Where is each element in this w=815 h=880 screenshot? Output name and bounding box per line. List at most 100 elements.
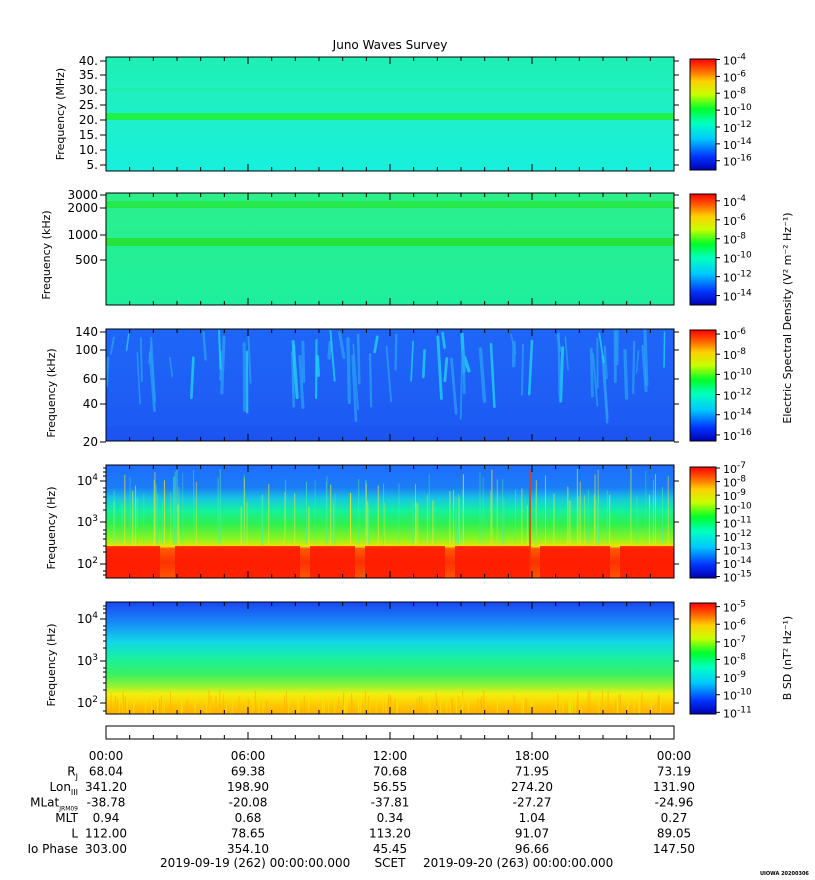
- intense-emission-block: [365, 546, 445, 578]
- radio-burst-streak: [338, 331, 346, 360]
- ephemeris-table: 00:00 06:00 12:00 18:00 00:00 RJ 68.04 69.38 70.…: [27, 749, 695, 856]
- radio-burst-streak: [315, 355, 320, 378]
- radio-burst-streak: [346, 337, 352, 405]
- radio-burst-streak: [623, 348, 629, 400]
- ephemeris-value: -27.27: [513, 796, 552, 810]
- ephemeris-value: 71.95: [515, 765, 549, 779]
- panel-5-colorbar: [689, 602, 717, 715]
- colorbar-tick-label: 10-10: [723, 103, 752, 118]
- time-label: 06:00: [231, 749, 266, 763]
- y-tick-label: 500: [75, 253, 98, 267]
- radio-burst-streak: [327, 340, 332, 360]
- panel-3-colorbar: [689, 329, 717, 442]
- colorbar-tick-label: 10-12: [723, 388, 752, 403]
- colorbar-tick-label: 10-8: [723, 347, 746, 362]
- radio-burst-streak: [641, 344, 648, 393]
- y-tick-label: 40.: [79, 54, 98, 68]
- radio-burst-streak: [291, 340, 299, 400]
- panel-2-ylabel: Frequency (kHz): [40, 210, 53, 299]
- colorbar-tick-label: 10-6: [723, 617, 746, 632]
- panel-1-band: [106, 113, 674, 120]
- panel-5: 104 103 102 Frequency (Hz) 10-5 10-6 10-7 10-…: [45, 600, 794, 721]
- uiowa-stamp: UIOWA 20200306: [760, 871, 809, 877]
- panel-1: 40.35.30.25.20.15.10.5. Frequency (MHz) …: [54, 53, 752, 172]
- colorbar-tick-label: 10-10: [723, 367, 752, 382]
- panel-5-ylabel: Frequency (Hz): [45, 624, 58, 707]
- colorbar-tick-label: 10-14: [723, 556, 752, 571]
- colorbar-tick-label: 10-16: [723, 154, 752, 169]
- ephemeris-value: 70.68: [373, 765, 407, 779]
- radio-burst-streak: [301, 340, 306, 384]
- radio-burst-streak: [352, 343, 359, 411]
- panel-1-x-ticks: [105, 57, 675, 171]
- panel-4-colorbar: [689, 466, 717, 579]
- y-tick-label: 3000: [67, 188, 98, 202]
- radio-burst-streak: [564, 336, 569, 371]
- colorbar-tick-label: 10-7: [723, 461, 746, 476]
- ephemeris-value: 91.07: [515, 827, 549, 841]
- y-tick-label: 1000: [67, 228, 98, 242]
- panel-5-spectrogram: [106, 602, 674, 714]
- ephemeris-value: -37.81: [371, 796, 410, 810]
- radio-burst-streak: [368, 353, 373, 408]
- panel-3: 140 100 60 40 20 Frequency (kHz) 10-6 10-8 10-…: [45, 325, 752, 449]
- time-label: 18:00: [515, 749, 550, 763]
- radio-burst-streak: [148, 351, 156, 412]
- colorbar-tick-label: 10-12: [723, 120, 752, 135]
- y-tick-label: 35.: [79, 68, 98, 82]
- time-label: 00:00: [89, 749, 124, 763]
- radio-burst-streak: [410, 340, 414, 382]
- y-tick-label: 140: [75, 325, 98, 339]
- radio-burst-streak: [247, 335, 252, 384]
- ephemeris-value: 198.90: [227, 780, 269, 794]
- radio-burst-streak: [643, 329, 649, 387]
- y-tick-label: 100: [75, 343, 98, 357]
- radio-burst-streak: [356, 333, 361, 385]
- ephemeris-row-label: MLatJRM09: [30, 796, 78, 813]
- colorbar-tick-label: 10-4: [723, 53, 746, 68]
- radio-burst-streak: [559, 346, 565, 403]
- radio-burst-streak: [603, 345, 608, 380]
- radio-burst-streak: [450, 357, 458, 415]
- radio-burst-streak: [592, 352, 599, 407]
- radio-burst-streak: [136, 352, 141, 405]
- radio-burst-streak: [441, 331, 446, 349]
- y-tick-label: 20: [83, 435, 98, 449]
- colorbar-tick-label: 10-5: [723, 600, 746, 615]
- intense-emission-block: [175, 546, 300, 578]
- time-label: 00:00: [657, 749, 692, 763]
- radio-burst-streak: [556, 333, 562, 352]
- ephemeris-value: 354.10: [227, 842, 269, 856]
- y-tick-label: 2000: [67, 201, 98, 215]
- radio-burst-streak: [520, 343, 525, 396]
- panel-2-band-upper: [106, 201, 674, 208]
- radio-burst-streak: [168, 356, 174, 378]
- radio-burst-streak: [189, 356, 195, 400]
- radio-burst-streak: [351, 354, 358, 422]
- panel-1-colorbar: [689, 58, 717, 171]
- y-tick-label: 30.: [79, 83, 98, 97]
- radio-burst-streak: [635, 350, 640, 374]
- y-tick-label: 102: [77, 556, 98, 571]
- ephemeris-value: 0.68: [235, 811, 262, 825]
- ephemeris-value: 0.94: [93, 811, 120, 825]
- radio-burst-streak: [394, 333, 398, 371]
- ephemeris-value: 69.38: [231, 765, 265, 779]
- panel-1-faint-line: [106, 88, 674, 91]
- y-tick-label: 15.: [79, 128, 98, 142]
- ephemeris-value: -24.96: [655, 796, 694, 810]
- radio-burst-streak: [298, 354, 305, 409]
- radio-burst-streak: [139, 337, 143, 382]
- figure-title: Juno Waves Survey: [332, 38, 448, 52]
- ephemeris-value: 274.20: [511, 780, 553, 794]
- radio-burst-streak: [373, 335, 379, 354]
- colorbar-tick-label: 10-6: [723, 327, 746, 342]
- radio-burst-streak: [385, 345, 393, 403]
- radio-burst-streak: [105, 356, 110, 387]
- intense-emission-block: [620, 546, 674, 578]
- colorbar-tick-label: 10-7: [723, 635, 746, 650]
- panel-1-ylabel: Frequency (MHz): [54, 68, 67, 160]
- radio-burst-streak: [459, 355, 464, 420]
- radio-burst-streak: [462, 355, 471, 373]
- y-tick-label: 103: [77, 653, 98, 668]
